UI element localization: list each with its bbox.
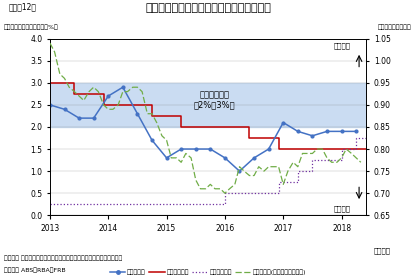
Text: （図表12）: （図表12） bbox=[8, 3, 36, 12]
Text: 豪ドル高: 豪ドル高 bbox=[333, 42, 350, 49]
Legend: インフレ率, 豪州政策金利, 米国政策金利, 為替レート(対米ドル，右目盛): インフレ率, 豪州政策金利, 米国政策金利, 為替レート(対米ドル，右目盛) bbox=[107, 267, 309, 276]
Text: （注意） インフレ率は四半期系列。米国の政策金利はレンジの上限。: （注意） インフレ率は四半期系列。米国の政策金利はレンジの上限。 bbox=[4, 255, 122, 261]
Text: （米ドル／豪ドル）: （米ドル／豪ドル） bbox=[378, 25, 412, 30]
Text: （前年同月比，金利水準，%）: （前年同月比，金利水準，%） bbox=[4, 25, 59, 30]
Text: インフレ率、政策金利、為替レートの推移: インフレ率、政策金利、為替レートの推移 bbox=[145, 3, 271, 13]
Text: 豪ドル安: 豪ドル安 bbox=[333, 205, 350, 212]
Text: （出所） ABS・RBA・FRB: （出所） ABS・RBA・FRB bbox=[4, 268, 66, 273]
Text: （月次）: （月次） bbox=[374, 247, 391, 254]
Text: インフレ目標
（2%～3%）: インフレ目標 （2%～3%） bbox=[193, 90, 235, 109]
Bar bbox=[50, 83, 366, 127]
